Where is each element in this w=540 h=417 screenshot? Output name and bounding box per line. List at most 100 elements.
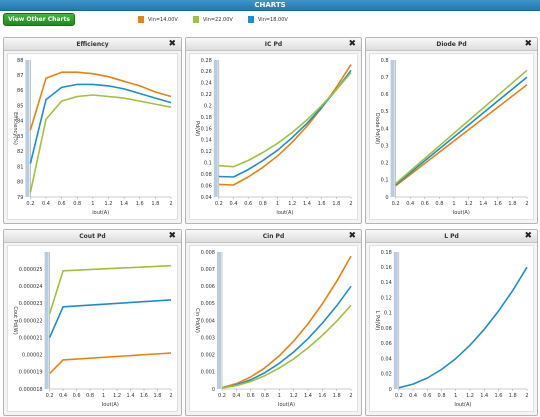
y-axis-strip[interactable] xyxy=(44,252,49,389)
close-icon[interactable]: ✖ xyxy=(524,39,532,49)
ic-pd-panel: IC Pd ✖ Pd(W) 0.04 0.06 0.08 0.1 0.12 0.14 0.16… xyxy=(185,37,362,224)
series-line xyxy=(395,69,528,185)
diode-pd-chart: Diode Pd(W) 0 0.1 0.2 0.3 0.4 0.5 0.6 0.7 0.8 0.2 0… xyxy=(374,58,529,216)
page-title: CHARTS xyxy=(254,1,286,9)
y-tick-label: 0.00002 xyxy=(22,353,43,359)
series-line xyxy=(218,64,352,186)
x-tick-label: 1.4 xyxy=(480,393,488,399)
x-tick-label: 2 xyxy=(349,201,352,207)
x-tick-label: 0.4 xyxy=(59,393,67,399)
panel-title: Cin Pd xyxy=(262,233,285,240)
x-tick-label: 0.6 xyxy=(421,201,429,207)
y-axis-strip[interactable] xyxy=(390,60,395,197)
y-tick-label: 0.22 xyxy=(201,92,212,98)
close-icon[interactable]: ✖ xyxy=(168,231,176,241)
x-tick-label: 1.8 xyxy=(509,393,517,399)
y-tick-label: 0.2 xyxy=(204,103,212,109)
x-tick-label: 1.2 xyxy=(466,393,474,399)
series-line xyxy=(29,71,172,131)
y-tick-label: 86 xyxy=(17,88,23,94)
x-tick-label: 0.4 xyxy=(42,201,50,207)
y-axis-strip[interactable] xyxy=(393,252,398,389)
panel-title: L Pd xyxy=(444,233,459,240)
x-axis-label: Iout(A) xyxy=(278,402,295,408)
x-tick-label: 0.8 xyxy=(86,393,94,399)
x-tick-label: 1.8 xyxy=(508,201,516,207)
y-tick-label: 0.8 xyxy=(381,58,389,64)
cout-pd-chart: Cout Pd(W) 0.000018 0.000019 0.00002 0.00002… xyxy=(12,252,173,408)
y-axis-label: Efficiency(%) xyxy=(12,112,18,145)
x-tick-label: 0.6 xyxy=(247,393,255,399)
y-tick-label: 0.18 xyxy=(381,250,392,256)
close-icon[interactable]: ✖ xyxy=(524,231,532,241)
close-icon[interactable]: ✖ xyxy=(348,39,356,49)
x-tick-label: 0.2 xyxy=(46,393,54,399)
x-tick-label: 1.4 xyxy=(127,393,135,399)
y-tick-label: 0.000018 xyxy=(19,387,43,393)
x-tick-label: 0.2 xyxy=(215,201,223,207)
y-tick-label: 0.12 xyxy=(201,149,212,155)
panel-header: Diode Pd ✖ xyxy=(366,38,537,51)
legend-label: Vin=22.00V xyxy=(203,17,233,23)
y-tick-label: 0.000025 xyxy=(19,267,43,273)
y-tick-label: 88 xyxy=(17,58,23,64)
chart-area: Pd(W) 0.04 0.06 0.08 0.1 0.12 0.14 0.16 0.18 0.2 0… xyxy=(189,53,358,220)
cin-pd-panel: Cin Pd ✖ Cin Pd(W) 0 0.001 0.002 0.003 0.004 0… xyxy=(185,229,362,416)
y-tick-label: 0.28 xyxy=(201,58,212,64)
y-tick-label: 0.000021 xyxy=(19,335,43,341)
view-other-charts-button[interactable]: View Other Charts xyxy=(3,13,75,26)
chart-area: Efficiency(%) 79 80 81 82 83 84 85 86 87 88 0.2 0.4 0… xyxy=(7,53,178,220)
y-tick-label: 0 xyxy=(389,387,392,393)
x-tick-label: 1 xyxy=(278,393,281,399)
series-line xyxy=(221,255,352,389)
series-line xyxy=(218,69,352,178)
x-tick-label: 0.4 xyxy=(406,201,414,207)
x-tick-label: 1.4 xyxy=(479,201,487,207)
x-tick-label: 1 xyxy=(276,201,279,207)
panel-header: IC Pd ✖ xyxy=(186,38,361,51)
x-axis-label: Iout(A) xyxy=(454,402,471,408)
y-tick-label: 0.04 xyxy=(381,356,392,362)
close-icon[interactable]: ✖ xyxy=(168,39,176,49)
x-tick-label: 1 xyxy=(454,393,457,399)
y-tick-label: 0.001 xyxy=(201,370,215,376)
x-axis-label: Iout(A) xyxy=(276,210,293,216)
x-tick-label: 0.2 xyxy=(218,393,226,399)
x-tick-label: 1 xyxy=(91,201,94,207)
series-line xyxy=(48,299,172,338)
series-line xyxy=(395,76,528,186)
legend: Vin=14.00V Vin=22.00V Vin=18.00V xyxy=(0,14,540,26)
y-axis-strip[interactable] xyxy=(25,60,30,197)
y-axis-label: L Pd(W) xyxy=(374,311,380,330)
y-tick-label: 0.000024 xyxy=(19,284,43,290)
chart-area: L Pd(W) 0 0.02 0.04 0.06 0.08 0.1 0.12 0.14 0.16 0… xyxy=(369,245,534,412)
x-tick-label: 1.4 xyxy=(120,201,128,207)
y-axis-strip[interactable] xyxy=(213,60,218,197)
y-tick-label: 0.08 xyxy=(201,172,212,178)
y-tick-label: 84 xyxy=(17,119,23,125)
y-tick-label: 0.000019 xyxy=(19,370,43,376)
y-axis-strip[interactable] xyxy=(217,252,221,389)
y-tick-label: 83 xyxy=(17,134,23,140)
x-tick-label: 1.8 xyxy=(332,201,340,207)
series-line xyxy=(29,94,172,193)
x-tick-label: 1.2 xyxy=(105,201,113,207)
x-tick-label: 1.2 xyxy=(288,201,296,207)
x-tick-label: 1.6 xyxy=(495,393,503,399)
x-tick-label: 0.6 xyxy=(423,393,431,399)
chart-area: Diode Pd(W) 0 0.1 0.2 0.3 0.4 0.5 0.6 0.7 0.8 0.2 0… xyxy=(369,53,534,220)
panel-title: Cout Pd xyxy=(79,233,106,240)
y-tick-label: 0.04 xyxy=(201,195,212,201)
close-icon[interactable]: ✖ xyxy=(348,231,356,241)
charts-header-bar: CHARTS xyxy=(0,0,540,11)
panel-title: Efficiency xyxy=(76,41,109,48)
y-tick-label: 0.12 xyxy=(381,295,392,301)
y-axis-label: Pd(W) xyxy=(194,121,200,136)
y-tick-label: 0.2 xyxy=(381,161,389,167)
y-tick-label: 80 xyxy=(17,180,23,186)
y-tick-label: 0.6 xyxy=(381,92,389,98)
series-line xyxy=(48,264,172,314)
cin-pd-chart: Cin Pd(W) 0 0.001 0.002 0.003 0.004 0.005 0.006… xyxy=(194,250,353,408)
y-tick-label: 0.007 xyxy=(201,267,215,273)
x-tick-label: 1.6 xyxy=(494,201,502,207)
